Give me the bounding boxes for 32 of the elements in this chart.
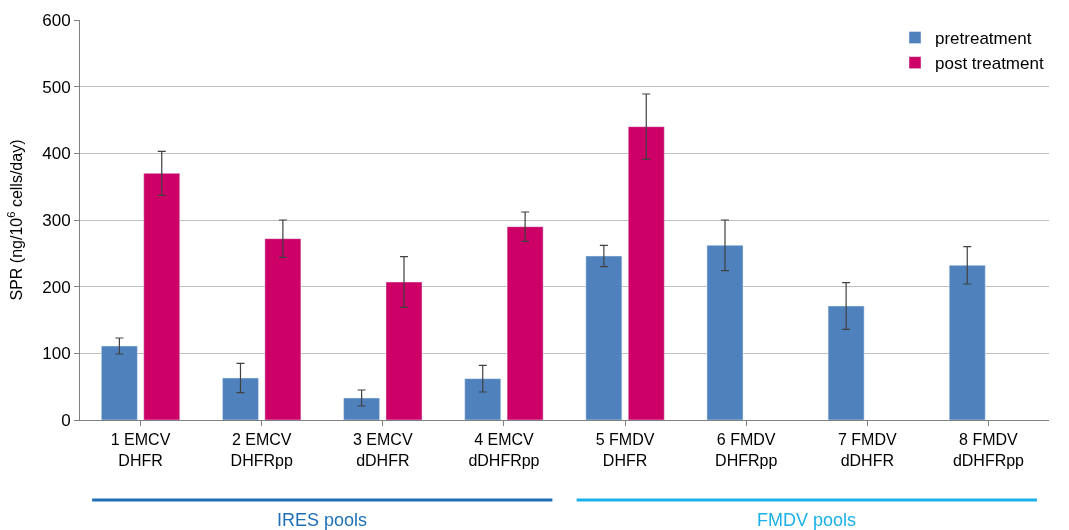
bar [948,265,986,420]
bar [343,397,380,420]
x-tick-label: 3 EMCV dDHFR [353,431,413,469]
x-tick-label: 5 FMDV DHFR [595,431,655,469]
x-tick-label: 6 FMDV DHFRpp [715,431,778,469]
bar [222,377,259,420]
y-tick-label: 600 [42,10,71,30]
bar [706,245,744,420]
x-tick-label: 8 FMDV dDHFRpp [952,431,1025,469]
bar [143,173,181,420]
bar [385,281,423,420]
legend-label: pretreatment [935,29,1032,49]
bar [585,255,623,420]
y-tick-label: 300 [42,210,71,230]
y-tick-label: 0 [61,410,71,430]
bar [506,226,544,420]
x-tick-label: 1 EMCV DHFR [110,431,171,469]
legend-label: post treatment [935,54,1044,74]
y-tick-label: 200 [42,277,71,297]
bar [101,345,138,420]
bar [464,378,502,420]
bar [264,238,302,420]
bar [827,305,865,420]
text: FMDV pools [757,510,857,530]
bar [627,126,665,420]
y-tick-label: 500 [42,77,71,97]
y-tick-label: 100 [42,344,71,364]
x-tick-label: 7 FMDV dDHFR [837,431,897,469]
y-tick-label: 400 [42,144,71,164]
x-tick-label: 4 EMCV dDHFRpp [468,431,540,469]
text: IRES pools [277,510,368,530]
x-tick-label: 2 EMCV DHFRpp [230,431,293,469]
